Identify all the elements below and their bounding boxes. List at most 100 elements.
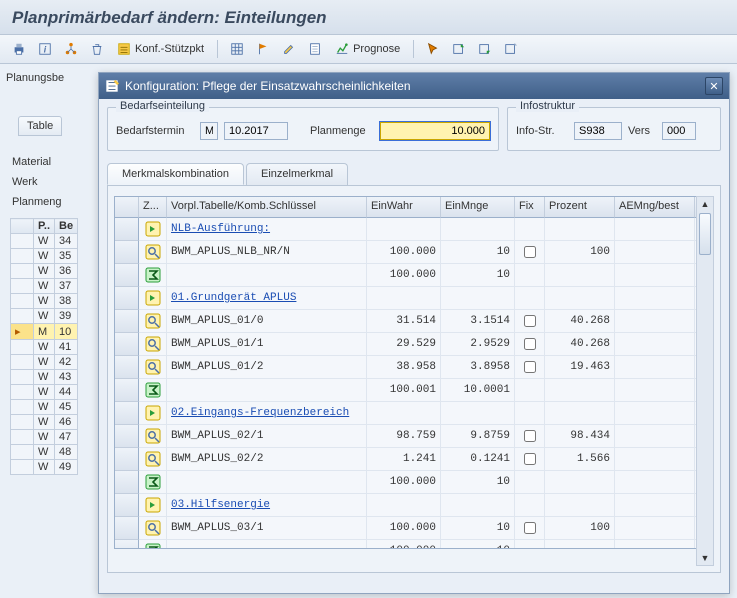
drill-icon[interactable]	[139, 218, 167, 241]
mini-row[interactable]: ▸M10	[11, 324, 78, 340]
flag-icon[interactable]	[252, 39, 274, 59]
grid-row[interactable]: BWM_APLUS_01/031.5143.151440.268	[115, 310, 713, 333]
mini-row[interactable]: W43	[11, 370, 78, 385]
grid-row[interactable]: 100.00010	[115, 540, 713, 548]
scroll-up-icon[interactable]: ▲	[701, 199, 710, 209]
infostr-value	[574, 122, 622, 140]
mini-row[interactable]: W49	[11, 460, 78, 475]
mini-row[interactable]: W41	[11, 340, 78, 355]
table-tab[interactable]: Table	[18, 116, 62, 136]
planmenge-label: Planmenge	[310, 125, 374, 137]
sum-icon[interactable]	[139, 379, 167, 402]
grid-head-einwahr[interactable]: EinWahr	[367, 197, 441, 218]
grid-scrollbar[interactable]: ▲ ▼	[696, 196, 714, 566]
grid-row[interactable]: BWM_APLUS_01/238.9583.895819.463	[115, 356, 713, 379]
mini-row[interactable]: W48	[11, 445, 78, 460]
row-label: BWM_APLUS_02/2	[167, 448, 367, 471]
sum-icon[interactable]	[139, 540, 167, 548]
scroll-thumb[interactable]	[699, 213, 711, 255]
grid-row[interactable]: BWM_APLUS_01/129.5292.952940.268	[115, 333, 713, 356]
prognose-button[interactable]: Prognose	[330, 39, 405, 59]
grid-row[interactable]: 100.00110.0001	[115, 379, 713, 402]
toolbar-separator	[413, 40, 414, 58]
structure-icon[interactable]	[60, 39, 82, 59]
grid-row[interactable]: 100.00010	[115, 264, 713, 287]
export-b-icon[interactable]	[474, 39, 496, 59]
mini-row[interactable]: W47	[11, 430, 78, 445]
print-icon[interactable]	[8, 39, 30, 59]
mag-icon[interactable]	[139, 310, 167, 333]
fix-checkbox[interactable]	[524, 361, 536, 373]
mini-head-be[interactable]: Be	[55, 219, 78, 234]
group-link[interactable]: 01.Grundgerät APLUS	[171, 292, 296, 304]
sheet-icon[interactable]	[304, 39, 326, 59]
grid-row[interactable]: 02.Eingangs-Frequenzbereich	[115, 402, 713, 425]
mini-row[interactable]: W36	[11, 264, 78, 279]
group-link[interactable]: NLB-Ausführung:	[171, 223, 270, 235]
mini-row[interactable]: W38	[11, 294, 78, 309]
bedarfseinteilung-title: Bedarfseinteilung	[116, 100, 209, 112]
fix-checkbox[interactable]	[524, 246, 536, 258]
mini-row[interactable]: W45	[11, 400, 78, 415]
grid-row[interactable]: NLB-Ausführung:	[115, 218, 713, 241]
drill-icon[interactable]	[139, 402, 167, 425]
close-icon[interactable]: ✕	[705, 77, 723, 95]
sum-icon[interactable]	[139, 264, 167, 287]
grid-row[interactable]: 01.Grundgerät APLUS	[115, 287, 713, 310]
mini-row[interactable]: W37	[11, 279, 78, 294]
grid-icon[interactable]	[226, 39, 248, 59]
sum-icon[interactable]	[139, 471, 167, 494]
bedarfstermin-label: Bedarfstermin	[116, 125, 194, 137]
group-link[interactable]: 02.Eingangs-Frequenzbereich	[171, 407, 349, 419]
drill-icon[interactable]	[139, 494, 167, 517]
cursor-icon[interactable]	[422, 39, 444, 59]
dialog-icon	[105, 79, 119, 93]
export-c-icon[interactable]	[500, 39, 522, 59]
grid-head-sel[interactable]	[115, 197, 139, 218]
fix-checkbox[interactable]	[524, 453, 536, 465]
mag-icon[interactable]	[139, 425, 167, 448]
konf-stuetzpkt-button[interactable]: Konf.-Stützpkt	[112, 39, 209, 59]
infostr-label: Info-Str.	[516, 125, 568, 137]
export-a-icon[interactable]	[448, 39, 470, 59]
info-icon[interactable]: i	[34, 39, 56, 59]
grid-row[interactable]: 03.Hilfsenergie	[115, 494, 713, 517]
mini-row[interactable]: W34	[11, 234, 78, 249]
tab-merkmalskombination[interactable]: Merkmalskombination	[107, 163, 244, 185]
mag-icon[interactable]	[139, 333, 167, 356]
grid-head-prozent[interactable]: Prozent	[545, 197, 615, 218]
grid-head-fix[interactable]: Fix	[515, 197, 545, 218]
grid-row[interactable]: BWM_APLUS_02/21.2410.12411.566	[115, 448, 713, 471]
dialog-title: Konfiguration: Pflege der Einsatzwahrsch…	[125, 79, 411, 93]
mag-icon[interactable]	[139, 517, 167, 540]
mini-row[interactable]: W46	[11, 415, 78, 430]
mini-row[interactable]: W35	[11, 249, 78, 264]
fix-checkbox[interactable]	[524, 522, 536, 534]
fix-checkbox[interactable]	[524, 430, 536, 442]
mini-row[interactable]: W44	[11, 385, 78, 400]
mini-row[interactable]: W39	[11, 309, 78, 324]
tab-einzelmerkmal[interactable]: Einzelmerkmal	[246, 163, 348, 185]
scroll-down-icon[interactable]: ▼	[701, 553, 710, 563]
fix-checkbox[interactable]	[524, 338, 536, 350]
mag-icon[interactable]	[139, 448, 167, 471]
mini-head-p[interactable]: P..	[34, 219, 55, 234]
grid-row[interactable]: BWM_APLUS_NLB_NR/N100.00010100	[115, 241, 713, 264]
mag-icon[interactable]	[139, 241, 167, 264]
trash-icon[interactable]	[86, 39, 108, 59]
grid-row[interactable]: BWM_APLUS_03/1100.00010100	[115, 517, 713, 540]
mini-row[interactable]: W42	[11, 355, 78, 370]
grid-row[interactable]: BWM_APLUS_02/198.7599.875998.434	[115, 425, 713, 448]
drill-icon[interactable]	[139, 287, 167, 310]
grid-head-aemng[interactable]: AEMng/best	[615, 197, 695, 218]
grid-head-einmnge[interactable]: EinMnge	[441, 197, 515, 218]
grid-head-table[interactable]: Vorpl.Tabelle/Komb.Schlüssel	[167, 197, 367, 218]
grid-head-z[interactable]: Z...	[139, 197, 167, 218]
mag-icon[interactable]	[139, 356, 167, 379]
edit-icon[interactable]	[278, 39, 300, 59]
fix-checkbox[interactable]	[524, 315, 536, 327]
grid-row[interactable]: 100.00010	[115, 471, 713, 494]
group-link[interactable]: 03.Hilfsenergie	[171, 499, 270, 511]
planmenge-input[interactable]	[380, 122, 490, 140]
row-label	[167, 264, 367, 287]
